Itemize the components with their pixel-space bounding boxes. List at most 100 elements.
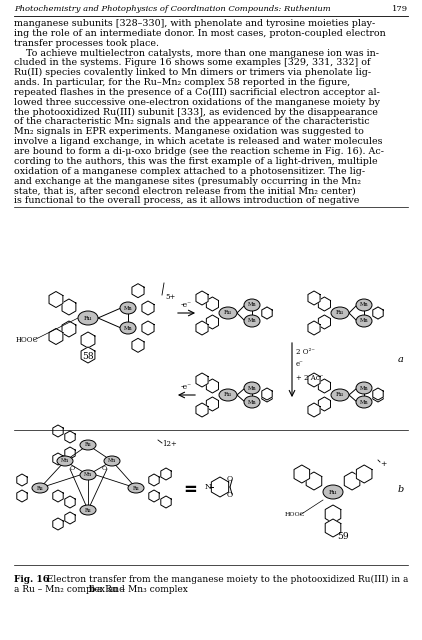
- Text: To achieve multielectron catalysts, more than one manganese ion was in-: To achieve multielectron catalysts, more…: [14, 49, 379, 58]
- Text: cluded in the systems. Figure 16 shows some examples [329, 331, 332] of: cluded in the systems. Figure 16 shows s…: [14, 58, 371, 67]
- Polygon shape: [308, 291, 320, 305]
- Text: is functional to the overall process, as it allows introduction of negative: is functional to the overall process, as…: [14, 196, 360, 205]
- Polygon shape: [196, 291, 208, 305]
- Polygon shape: [196, 373, 208, 387]
- Ellipse shape: [80, 505, 96, 515]
- Text: ands. In particular, for the Ru–Mn₂ complex 58 reported in the figure,: ands. In particular, for the Ru–Mn₂ comp…: [14, 78, 350, 87]
- Polygon shape: [211, 477, 229, 497]
- Polygon shape: [65, 431, 75, 443]
- Text: -e⁻: -e⁻: [181, 301, 192, 309]
- Text: repeated flashes in the presence of a Co(III) sacrificial electron acceptor al-: repeated flashes in the presence of a Co…: [14, 88, 380, 97]
- Polygon shape: [62, 299, 76, 315]
- Text: state, that is, after second electron release from the initial Mn₂ center): state, that is, after second electron re…: [14, 186, 356, 195]
- Text: N: N: [205, 483, 211, 491]
- Text: 59: 59: [337, 532, 349, 541]
- Ellipse shape: [244, 315, 260, 327]
- Ellipse shape: [128, 483, 144, 493]
- Text: HOOC: HOOC: [285, 513, 306, 518]
- Polygon shape: [142, 301, 154, 315]
- Text: Mn: Mn: [248, 385, 257, 390]
- Polygon shape: [357, 465, 372, 483]
- Text: Ru: Ru: [84, 316, 92, 321]
- Text: -e⁻: -e⁻: [181, 383, 192, 391]
- Text: Ru: Ru: [133, 486, 139, 490]
- Polygon shape: [65, 512, 75, 524]
- Text: cording to the authors, this was the first example of a light-driven, multiple: cording to the authors, this was the fir…: [14, 157, 378, 166]
- Text: HOOC: HOOC: [16, 336, 39, 344]
- Text: e⁻: e⁻: [296, 360, 304, 368]
- Ellipse shape: [244, 299, 260, 311]
- Text: 2 O²⁻: 2 O²⁻: [296, 348, 315, 356]
- Text: O: O: [227, 475, 233, 483]
- Polygon shape: [17, 474, 27, 486]
- Polygon shape: [17, 490, 27, 502]
- Polygon shape: [65, 447, 75, 459]
- Text: b: b: [89, 584, 95, 593]
- Polygon shape: [161, 496, 171, 508]
- Polygon shape: [344, 472, 360, 490]
- Polygon shape: [132, 339, 144, 353]
- Polygon shape: [161, 468, 171, 480]
- Ellipse shape: [32, 483, 48, 493]
- Ellipse shape: [356, 315, 372, 327]
- Polygon shape: [49, 328, 63, 344]
- Polygon shape: [325, 505, 341, 523]
- Ellipse shape: [80, 440, 96, 450]
- Text: Mn: Mn: [248, 319, 257, 323]
- Text: Mn₂ signals in EPR experiments. Manganese oxidation was suggested to: Mn₂ signals in EPR experiments. Manganes…: [14, 127, 364, 136]
- Polygon shape: [149, 490, 159, 502]
- Polygon shape: [318, 297, 330, 311]
- Polygon shape: [373, 307, 383, 319]
- Text: involve a ligand exchange, in which acetate is released and water molecules: involve a ligand exchange, in which acet…: [14, 137, 382, 146]
- Text: lowed three successive one-electron oxidations of the manganese moiety by: lowed three successive one-electron oxid…: [14, 98, 380, 107]
- Text: 58: 58: [82, 352, 94, 361]
- Text: a Ru – Mn₃ complex: a Ru – Mn₃ complex: [94, 584, 188, 593]
- Polygon shape: [81, 332, 95, 348]
- Polygon shape: [325, 519, 341, 537]
- Polygon shape: [308, 321, 320, 335]
- Text: Ru: Ru: [224, 310, 232, 316]
- Polygon shape: [373, 388, 383, 400]
- Text: Ru: Ru: [336, 310, 344, 316]
- Text: of the characteristic Mn₂ signals and the appearance of the characteristic: of the characteristic Mn₂ signals and th…: [14, 118, 370, 127]
- Polygon shape: [196, 403, 208, 417]
- Ellipse shape: [57, 456, 73, 466]
- Polygon shape: [196, 321, 208, 335]
- Text: 5+: 5+: [165, 293, 175, 301]
- Ellipse shape: [331, 389, 349, 401]
- Text: Ru: Ru: [224, 392, 232, 397]
- Polygon shape: [53, 518, 63, 530]
- Ellipse shape: [120, 322, 136, 334]
- Text: Ru: Ru: [336, 392, 344, 397]
- Polygon shape: [206, 397, 219, 411]
- Text: Ru: Ru: [85, 508, 92, 513]
- Ellipse shape: [323, 485, 343, 499]
- Text: b: b: [398, 486, 404, 495]
- Polygon shape: [294, 465, 310, 483]
- Polygon shape: [373, 307, 383, 319]
- Ellipse shape: [78, 311, 98, 325]
- Polygon shape: [262, 307, 272, 319]
- Polygon shape: [308, 403, 320, 417]
- Polygon shape: [53, 490, 63, 502]
- Text: a Ru – Mn₂ complex and: a Ru – Mn₂ complex and: [14, 584, 128, 593]
- Ellipse shape: [356, 299, 372, 311]
- Text: Mn: Mn: [124, 305, 133, 310]
- Polygon shape: [262, 388, 272, 400]
- Ellipse shape: [80, 470, 96, 480]
- Text: Mn: Mn: [360, 399, 368, 404]
- Text: Ru(II) species covalently linked to Mn dimers or trimers via phenolate lig-: Ru(II) species covalently linked to Mn d…: [14, 68, 371, 77]
- Text: Ru: Ru: [85, 442, 92, 447]
- Polygon shape: [65, 496, 75, 508]
- Text: Mn: Mn: [360, 303, 368, 307]
- Ellipse shape: [104, 456, 120, 466]
- Ellipse shape: [356, 382, 372, 394]
- Polygon shape: [318, 315, 330, 329]
- Ellipse shape: [244, 396, 260, 408]
- Ellipse shape: [219, 307, 237, 319]
- Text: a: a: [398, 355, 404, 365]
- Polygon shape: [262, 390, 272, 402]
- Polygon shape: [306, 472, 322, 490]
- Polygon shape: [373, 390, 383, 402]
- Text: 12+: 12+: [162, 440, 177, 448]
